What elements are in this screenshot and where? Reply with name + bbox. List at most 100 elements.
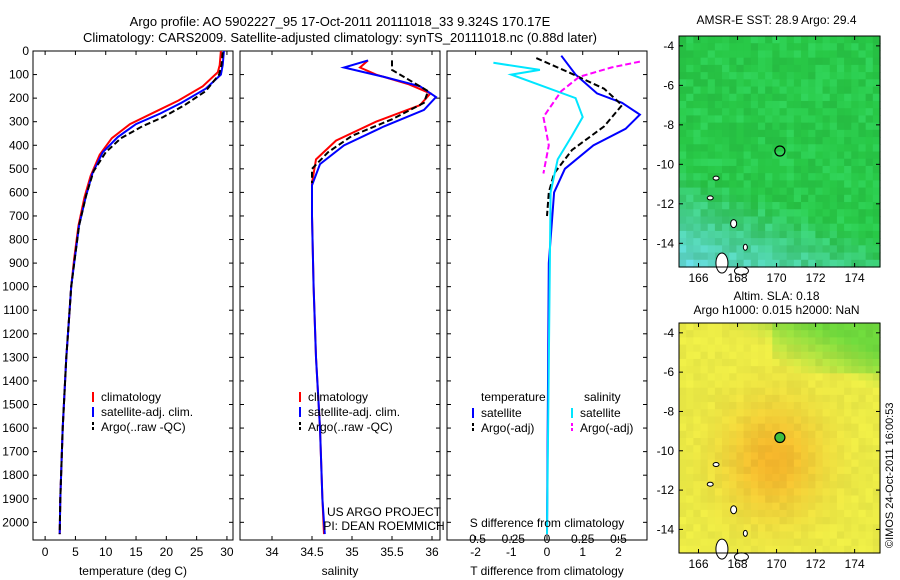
heatmap-cell xyxy=(700,344,709,353)
heatmap-cell xyxy=(851,86,860,95)
heatmap-cell xyxy=(772,330,781,338)
heatmap-cell xyxy=(722,86,730,95)
heatmap-cell xyxy=(707,259,716,268)
heatmap-cell xyxy=(851,108,860,117)
heatmap-cell xyxy=(765,115,773,124)
heatmap-cell xyxy=(858,43,867,52)
heatmap-cell xyxy=(679,409,687,418)
heatmap-cell xyxy=(865,358,874,367)
heatmap-cell xyxy=(736,394,745,403)
heatmap-cell xyxy=(779,259,788,268)
heatmap-cell xyxy=(822,538,831,547)
heatmap-cell xyxy=(693,72,702,80)
heatmap-cell xyxy=(808,216,816,225)
heatmap-cell xyxy=(779,452,788,461)
heatmap-cell xyxy=(872,380,881,389)
heatmap-cell xyxy=(815,223,824,232)
heatmap-cell xyxy=(693,323,702,331)
heatmap-cell xyxy=(858,50,867,59)
heatmap-cell xyxy=(729,245,738,254)
y-tick-label: 1500 xyxy=(2,397,29,411)
x-axis-label-top: S difference from climatology xyxy=(470,516,625,530)
heatmap-cell xyxy=(757,323,766,331)
heatmap-cell xyxy=(829,43,838,52)
heatmap-cell xyxy=(793,351,802,360)
heatmap-cell xyxy=(808,531,816,540)
heatmap-cell xyxy=(836,57,845,66)
heatmap-cell xyxy=(815,387,824,396)
heatmap-cell xyxy=(686,430,694,439)
island-outline xyxy=(706,481,714,487)
heatmap-cell xyxy=(714,79,723,88)
heatmap-cell xyxy=(722,93,730,102)
heatmap-cell xyxy=(808,50,816,59)
heatmap-cell xyxy=(779,488,788,497)
heatmap-cell xyxy=(700,151,709,160)
heatmap-cell xyxy=(693,202,702,210)
heatmap-cell xyxy=(743,194,752,203)
heatmap-cell xyxy=(679,173,687,181)
heatmap-cell xyxy=(736,380,745,389)
heatmap-cell xyxy=(865,438,874,446)
legend-label: satellite xyxy=(580,406,621,420)
heatmap-cell xyxy=(801,165,809,174)
heatmap-cell xyxy=(722,409,730,418)
heatmap-cell xyxy=(722,57,730,66)
heatmap-cell xyxy=(743,402,752,410)
heatmap-cell xyxy=(793,452,802,461)
heatmap-cell xyxy=(714,151,723,160)
heatmap-cell xyxy=(700,502,709,511)
heatmap-cell xyxy=(815,187,824,196)
heatmap-cell xyxy=(808,259,816,268)
header-line2: Climatology: CARS2009. Satellite-adjuste… xyxy=(83,30,597,45)
heatmap-cell xyxy=(757,387,766,396)
heatmap-cell xyxy=(700,64,709,73)
heatmap-cell xyxy=(707,473,716,482)
heatmap-cell xyxy=(750,151,759,160)
heatmap-cell xyxy=(872,517,881,525)
heatmap-cell xyxy=(808,438,816,446)
heatmap-cell xyxy=(765,64,773,73)
heatmap-cell xyxy=(757,373,766,382)
heatmap-cell xyxy=(808,93,816,102)
heatmap-cell xyxy=(729,488,738,497)
heatmap-cell xyxy=(729,187,738,196)
heatmap-cell xyxy=(829,495,838,504)
heatmap-cell xyxy=(822,452,831,461)
heatmap-cell xyxy=(693,531,702,540)
heatmap-cell xyxy=(765,430,773,439)
heatmap-cell xyxy=(801,323,809,331)
heatmap-cell xyxy=(836,137,845,145)
heatmap-cell xyxy=(743,524,752,533)
heatmap-cell xyxy=(772,72,781,80)
heatmap-cell xyxy=(801,394,809,403)
heatmap-cell xyxy=(779,122,788,131)
heatmap-cell xyxy=(865,502,874,511)
heatmap-cell xyxy=(714,481,723,489)
heatmap-cell xyxy=(851,129,860,138)
heatmap-cell xyxy=(786,531,795,540)
heatmap-cell xyxy=(808,488,816,497)
heatmap-cell xyxy=(750,409,759,418)
heatmap-cell xyxy=(815,481,824,489)
heatmap-cell xyxy=(858,438,867,446)
heatmap-cell xyxy=(757,137,766,145)
heatmap-cell xyxy=(801,531,809,540)
heatmap-cell xyxy=(750,180,759,189)
heatmap-cell xyxy=(865,473,874,482)
heatmap-cell xyxy=(851,180,860,189)
heatmap-cell xyxy=(722,223,730,232)
heatmap-cell xyxy=(686,72,694,80)
heatmap-cell xyxy=(757,445,766,453)
heatmap-cell xyxy=(714,452,723,461)
heatmap-cell xyxy=(707,380,716,389)
heatmap-cell xyxy=(858,517,867,525)
heatmap-cell xyxy=(722,115,730,124)
heatmap-cell xyxy=(729,252,738,261)
heatmap-cell xyxy=(757,129,766,138)
heatmap-cell xyxy=(786,373,795,382)
heatmap-cell xyxy=(793,517,802,525)
heatmap-cell xyxy=(858,323,867,331)
heatmap-cell xyxy=(793,545,802,554)
heatmap-cell xyxy=(836,423,845,432)
